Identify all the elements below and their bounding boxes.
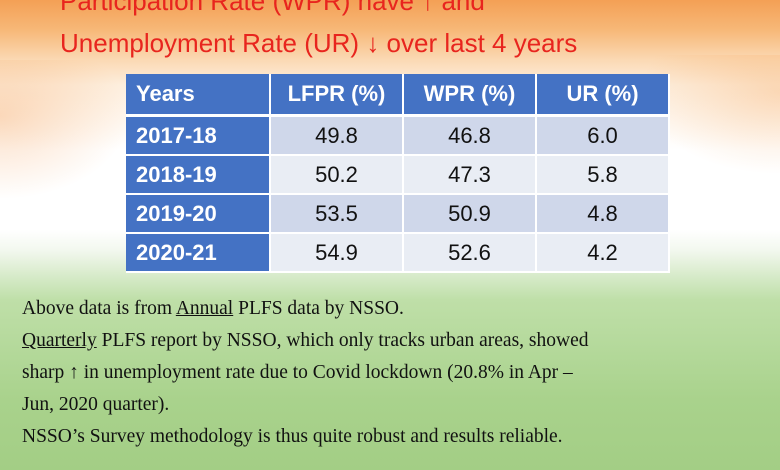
background-saffron-wash-left: [0, 60, 130, 200]
table-row: 2017-18 49.8 46.8 6.0: [126, 115, 670, 156]
note-2-suffix: PLFS report by NSSO, which only tracks u…: [96, 330, 589, 351]
row-year: 2019-20: [126, 194, 271, 234]
row-lfpr: 54.9: [270, 233, 404, 273]
table-header-row: Years LFPR (%) WPR (%) UR (%): [126, 74, 670, 117]
row-ur: 4.8: [536, 194, 670, 234]
header-lfpr: LFPR (%): [270, 74, 404, 117]
row-ur: 4.2: [536, 233, 670, 273]
note-line-1: Above data is from Annual PLFS data by N…: [22, 293, 772, 325]
row-year: 2020-21: [126, 233, 271, 273]
note-2-quarterly-underlined: Quarterly: [22, 330, 97, 351]
labour-stats-table: Years LFPR (%) WPR (%) UR (%) 2017-18 49…: [126, 74, 670, 273]
notes-text-block: Above data is from Annual PLFS data by N…: [22, 293, 772, 453]
row-wpr: 46.8: [403, 115, 537, 156]
note-1-suffix: PLFS data by NSSO.: [233, 298, 404, 319]
row-wpr: 50.9: [403, 194, 537, 234]
note-line-2: Quarterly PLFS report by NSSO, which onl…: [22, 325, 772, 357]
row-year: 2017-18: [126, 115, 271, 156]
row-lfpr: 53.5: [270, 194, 404, 234]
table-row: 2019-20 53.5 50.9 4.8: [126, 194, 670, 234]
slide-title-line-2: Unemployment Rate (UR) ↓ over last 4 yea…: [60, 28, 578, 58]
header-wpr: WPR (%): [403, 74, 537, 117]
row-lfpr: 50.2: [270, 155, 404, 195]
table-row: 2018-19 50.2 47.3 5.8: [126, 155, 670, 195]
row-ur: 5.8: [536, 155, 670, 195]
table-row: 2020-21 54.9 52.6 4.2: [126, 233, 670, 273]
row-wpr: 47.3: [403, 155, 537, 195]
header-years: Years: [126, 74, 271, 117]
row-year: 2018-19: [126, 155, 271, 195]
row-wpr: 52.6: [403, 233, 537, 273]
note-1-annual-underlined: Annual: [175, 298, 234, 319]
note-line-3: sharp ↑ in unemployment rate due to Covi…: [22, 362, 573, 383]
note-line-4: Jun, 2020 quarter).: [22, 394, 170, 415]
row-lfpr: 49.8: [270, 115, 404, 156]
header-ur: UR (%): [536, 74, 670, 117]
row-ur: 6.0: [536, 115, 670, 156]
note-line-5: NSSO’s Survey methodology is thus quite …: [22, 426, 563, 447]
slide-title-line-1: Participation Rate (WPR) have ↑ and: [60, 0, 485, 16]
note-1-prefix: Above data is from: [22, 298, 176, 319]
